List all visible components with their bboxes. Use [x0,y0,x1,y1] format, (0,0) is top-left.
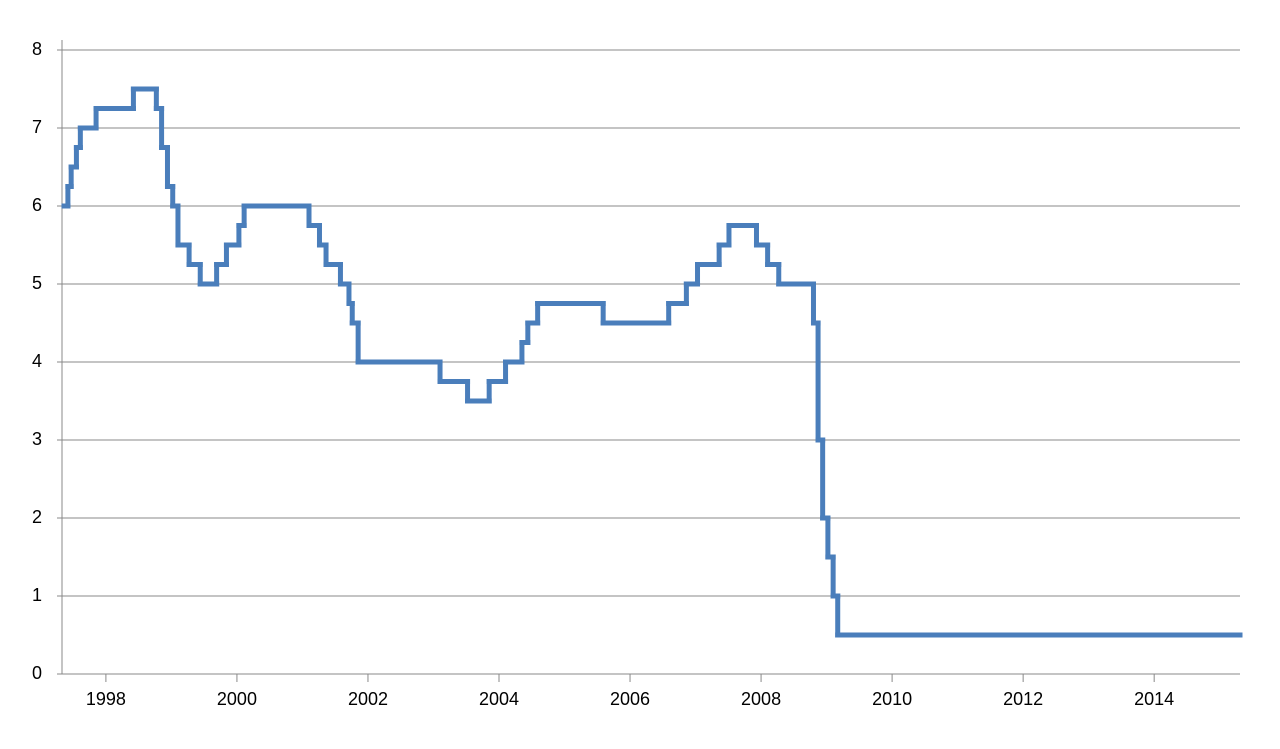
x-tick-label: 2006 [610,689,650,709]
y-tick-label: 5 [32,273,42,293]
x-tick-label: 1998 [86,689,126,709]
x-tick-label: 2004 [479,689,519,709]
x-tick-label: 2012 [1003,689,1043,709]
x-tick-label: 2002 [348,689,388,709]
y-tick-label: 6 [32,195,42,215]
y-tick-label: 2 [32,507,42,527]
y-tick-label: 7 [32,117,42,137]
y-tick-label: 1 [32,585,42,605]
y-tick-label: 3 [32,429,42,449]
y-tick-label: 8 [32,39,42,59]
y-tick-label: 4 [32,351,42,371]
x-tick-label: 2010 [872,689,912,709]
y-tick-label: 0 [32,663,42,683]
x-tick-label: 2008 [741,689,781,709]
x-tick-label: 2000 [217,689,257,709]
x-tick-label: 2014 [1134,689,1174,709]
